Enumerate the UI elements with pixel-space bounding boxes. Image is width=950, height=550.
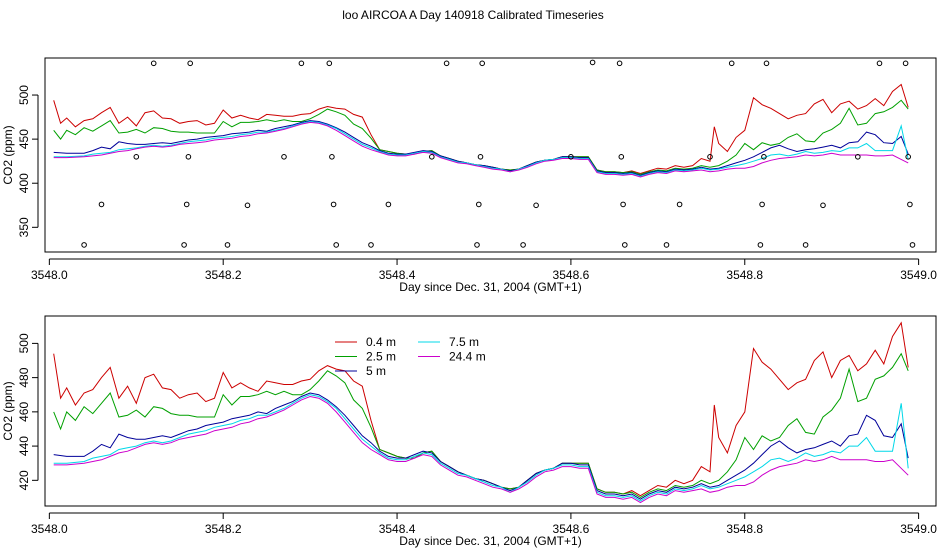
legend-label: 5 m: [366, 364, 386, 378]
marker-point: [855, 154, 861, 160]
marker-point: [150, 60, 157, 67]
marker-point: [81, 242, 87, 248]
y-tick-label: 400: [17, 173, 31, 193]
marker-point: [728, 60, 735, 67]
x-tick-label: 3549.0: [900, 522, 937, 536]
series-line-24-4-m-m: [53, 121, 909, 178]
marker-point: [326, 60, 333, 67]
marker-point: [763, 60, 770, 67]
series-line-5-m-m: [53, 392, 909, 500]
y-tick-label: 420: [17, 470, 31, 490]
x-tick-label: 3548.6: [553, 522, 590, 536]
marker-point: [281, 154, 287, 160]
marker-point: [533, 202, 539, 209]
y-tick-label: 500: [17, 85, 31, 105]
top-panel: 3548.0 3548.2 3548.4 3548.6 3548.8 3549.0 Day …: [1, 57, 937, 294]
y-tick-label: 500: [17, 333, 31, 353]
legend-label: 0.4 m: [366, 335, 396, 349]
marker-point: [98, 201, 105, 208]
y-axis-label: CO2 (ppm): [1, 125, 15, 184]
series-line-24-4-m-m: [53, 395, 909, 504]
x-tick-label: 3548.8: [726, 522, 763, 536]
marker-point: [663, 242, 670, 248]
marker-point: [520, 242, 526, 248]
marker-point: [244, 202, 251, 209]
marker-point: [707, 154, 713, 160]
legend-label: 24.4 m: [449, 350, 486, 364]
marker-point: [329, 154, 335, 160]
marker-point: [479, 60, 486, 67]
x-tick-label: 3548.4: [379, 268, 416, 282]
marker-point: [429, 154, 435, 160]
marker-point: [298, 60, 305, 67]
marker-point: [757, 242, 764, 248]
marker-point: [183, 201, 190, 208]
bottom-panel: 3548.0 3548.2 3548.4 3548.6 3548.8 3549.0 Day …: [1, 315, 937, 548]
marker-point: [477, 154, 484, 160]
marker-point: [909, 242, 916, 248]
series-line-0-4-m-m: [53, 83, 909, 175]
legend: 0.4 m2.5 m5 m 7.5 m24.4 m: [335, 335, 486, 378]
marker-point: [802, 242, 809, 248]
y-tick-label: 480: [17, 367, 31, 387]
marker-point: [330, 201, 337, 208]
marker-point: [759, 201, 765, 208]
x-tick-label: 3548.6: [553, 268, 590, 282]
marker-point: [443, 60, 450, 67]
y-axis-label: CO2 (ppm): [1, 381, 15, 440]
marker-point: [907, 201, 913, 208]
marker-point: [185, 154, 192, 160]
x-tick-label: 3548.2: [205, 268, 242, 282]
marker-point: [474, 242, 480, 248]
marker-point: [224, 242, 231, 248]
series-line-7-5-m-m: [53, 394, 909, 502]
y-tick-label: 450: [17, 129, 31, 149]
marker-point: [476, 201, 482, 208]
x-tick-label: 3548.4: [379, 522, 416, 536]
marker-point: [568, 154, 574, 160]
y-tick-label: 440: [17, 436, 31, 456]
x-tick-label: 3548.8: [726, 268, 763, 282]
marker-point: [187, 60, 193, 67]
series-line-2-5-m-m: [53, 99, 909, 175]
series-line-7-5-m-m: [53, 120, 909, 177]
x-tick-label: 3549.0: [900, 268, 937, 282]
marker-point: [905, 154, 912, 160]
plot-frame: [44, 315, 937, 507]
plot-frame: [44, 57, 937, 253]
marker-point: [333, 242, 340, 248]
x-tick-label: 3548.0: [31, 522, 68, 536]
marker-point: [618, 154, 625, 160]
marker-point: [761, 154, 767, 160]
marker-point: [368, 242, 374, 248]
series-group: [53, 321, 909, 504]
marker-point: [385, 201, 392, 208]
marker-point: [622, 242, 628, 248]
marker-point: [181, 242, 187, 248]
marker-point: [820, 202, 826, 209]
marker-point: [616, 60, 623, 67]
x-tick-label: 3548.2: [205, 522, 242, 536]
marker-point: [676, 201, 683, 208]
x-tick-label: 3548.0: [31, 268, 68, 282]
series-line-2-5-m-m: [53, 352, 909, 498]
legend-label: 2.5 m: [366, 350, 396, 364]
series-group: [53, 83, 909, 178]
legend-label: 7.5 m: [449, 335, 479, 349]
x-axis-label: Day since Dec. 31, 2004 (GMT+1): [399, 280, 581, 294]
y-tick-label: 350: [17, 217, 31, 237]
marker-point: [620, 201, 626, 208]
x-axis-label: Day since Dec. 31, 2004 (GMT+1): [399, 534, 581, 548]
marker-point: [589, 59, 596, 66]
marker-point: [876, 60, 883, 67]
y-tick-label: 460: [17, 402, 31, 422]
marker-point: [902, 60, 909, 67]
series-line-5-m-m: [53, 120, 909, 176]
main-title: loo AIRCOA A Day 140918 Calibrated Times…: [342, 8, 603, 22]
marker-point: [133, 154, 140, 160]
